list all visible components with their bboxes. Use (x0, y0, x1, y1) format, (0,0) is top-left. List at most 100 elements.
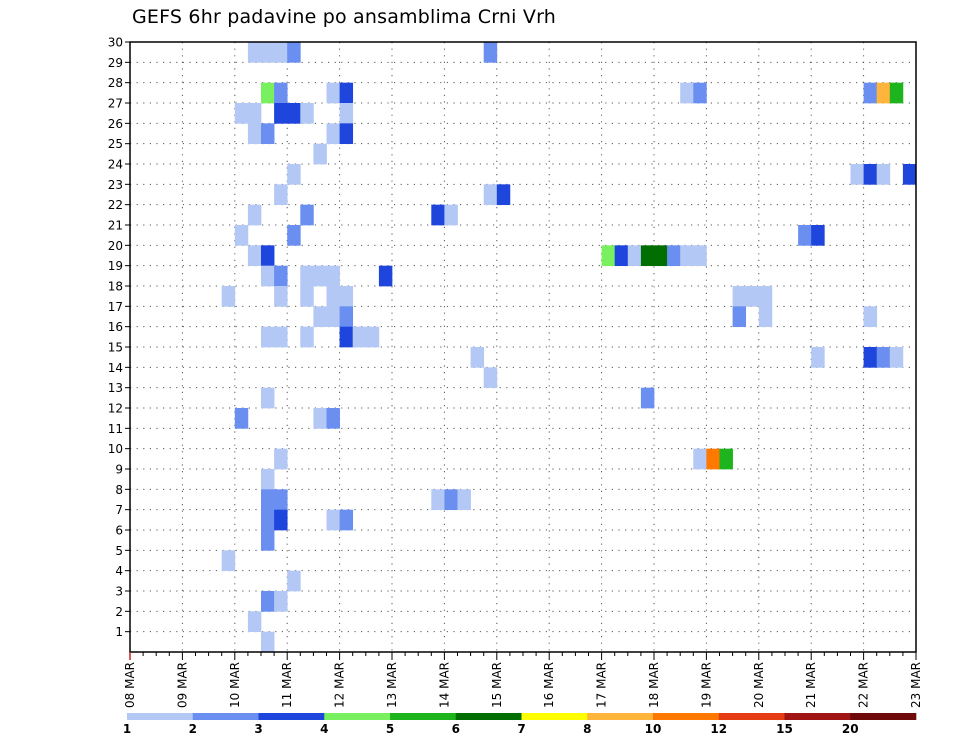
legend-label: 20 (842, 722, 859, 736)
legend-swatch (258, 713, 325, 720)
legend-label: 10 (645, 722, 662, 736)
heatmap-cell (431, 204, 445, 226)
x-tick-label: 08 MAR (123, 662, 137, 708)
legend-swatch (784, 713, 851, 720)
heatmap-cell (339, 103, 354, 124)
heatmap-cell (274, 103, 288, 124)
heatmap-cell (287, 570, 301, 592)
heatmap-cell (261, 123, 275, 145)
heatmap-cell (326, 408, 340, 429)
heatmap-cell (601, 245, 616, 267)
heatmap-cell (863, 82, 878, 104)
y-tick-label: 20 (108, 239, 123, 253)
legend-label: 15 (776, 722, 793, 736)
y-tick-label: 24 (108, 158, 123, 172)
heatmap-cell (261, 530, 275, 551)
heatmap-cell (876, 164, 891, 185)
legend-swatch (324, 713, 391, 720)
legend-swatch (850, 713, 917, 720)
heatmap-cell (614, 245, 629, 267)
heatmap-cell (313, 408, 327, 429)
heatmap-cell (680, 82, 694, 104)
heatmap-cell (889, 347, 904, 368)
heatmap-cell (693, 82, 707, 104)
heatmap-cell (247, 103, 262, 124)
y-tick-label: 18 (108, 280, 123, 294)
heatmap-cell (339, 286, 354, 307)
heatmap-cell (758, 306, 773, 328)
legend-swatch (127, 713, 194, 720)
heatmap-cell (339, 123, 354, 145)
x-axis: 08 MAR 09 MAR 10 MAR 11 MAR 12 MAR 13 MAR 14 M… (123, 652, 923, 708)
heatmap-cell (640, 245, 655, 267)
heatmap-cell (444, 204, 458, 226)
y-tick-label: 1 (115, 625, 123, 639)
heatmap-cell (326, 286, 340, 307)
color-legend: 1 2 3 4 5 6 7 8 10 12 15 20 (123, 713, 917, 736)
chart-title: GEFS 6hr padavine po ansamblima Crni Vrh (132, 6, 556, 28)
heatmap-cell (261, 509, 275, 531)
legend-label: 5 (386, 722, 394, 736)
heatmap-cell (287, 103, 301, 124)
heatmap-cell (234, 408, 249, 429)
heatmap-cell (287, 225, 301, 246)
heatmap-cell (300, 103, 314, 124)
x-tick-label: 11 MAR (280, 662, 294, 708)
heatmap-cell (274, 42, 288, 63)
x-tick-label: 09 MAR (175, 662, 189, 708)
heatmap-cell (339, 509, 354, 531)
heatmap-cell (811, 225, 825, 246)
heatmap-cell (261, 591, 275, 612)
y-tick-label: 7 (115, 503, 123, 517)
heatmap-cell (300, 286, 314, 307)
heatmap-cell (234, 225, 249, 246)
heatmap-cell (850, 164, 864, 185)
heatmap-cell (470, 347, 485, 368)
heatmap-cell (300, 265, 314, 287)
heatmap-cell (261, 82, 275, 104)
legend-label: 2 (189, 722, 197, 736)
heatmap-cell (313, 306, 327, 328)
heatmap-cell (889, 82, 904, 104)
heatmap-cell (326, 509, 340, 531)
heatmap-cell (261, 631, 275, 653)
heatmap-cell (680, 245, 694, 267)
legend-swatch (653, 713, 720, 720)
x-tick-label: 10 MAR (228, 662, 242, 708)
y-tick-label: 11 (108, 422, 123, 436)
x-tick-label: 12 MAR (333, 662, 347, 708)
heatmap-cell (300, 326, 314, 348)
heatmap-cell (798, 225, 812, 246)
heatmap-cell (300, 204, 314, 226)
legend-swatch (521, 713, 588, 720)
heatmap-cell (274, 326, 288, 348)
y-tick-label: 6 (115, 524, 123, 538)
heatmap-cell (863, 164, 878, 185)
x-tick-label: 18 MAR (647, 662, 661, 708)
heatmap-cell (627, 245, 642, 267)
heatmap-cell (274, 509, 288, 531)
heatmap-cell (274, 489, 288, 511)
legend-swatch (455, 713, 522, 720)
heatmap-cell (745, 286, 760, 307)
heatmap-cell (706, 448, 720, 470)
heatmap-cell (732, 306, 747, 328)
heatmap-cell (483, 367, 498, 389)
heatmap-cell (274, 184, 288, 206)
heatmap-cell (483, 42, 498, 63)
y-axis: 1234567891011121314151617181920212223242… (108, 36, 130, 639)
y-tick-label: 16 (108, 320, 123, 334)
y-tick-label: 12 (108, 402, 123, 416)
heatmap-cell (863, 347, 878, 368)
heatmap-cell (261, 489, 275, 511)
heatmap-cell (313, 143, 327, 165)
heatmap-cell (378, 265, 393, 287)
heatmap-cell (247, 611, 262, 633)
y-tick-label: 3 (115, 585, 123, 599)
heatmap-cell (693, 245, 707, 267)
heatmap-cell (261, 326, 275, 348)
heatmap-cell (261, 469, 275, 490)
heatmap-cell (326, 265, 340, 287)
legend-label: 8 (583, 722, 591, 736)
